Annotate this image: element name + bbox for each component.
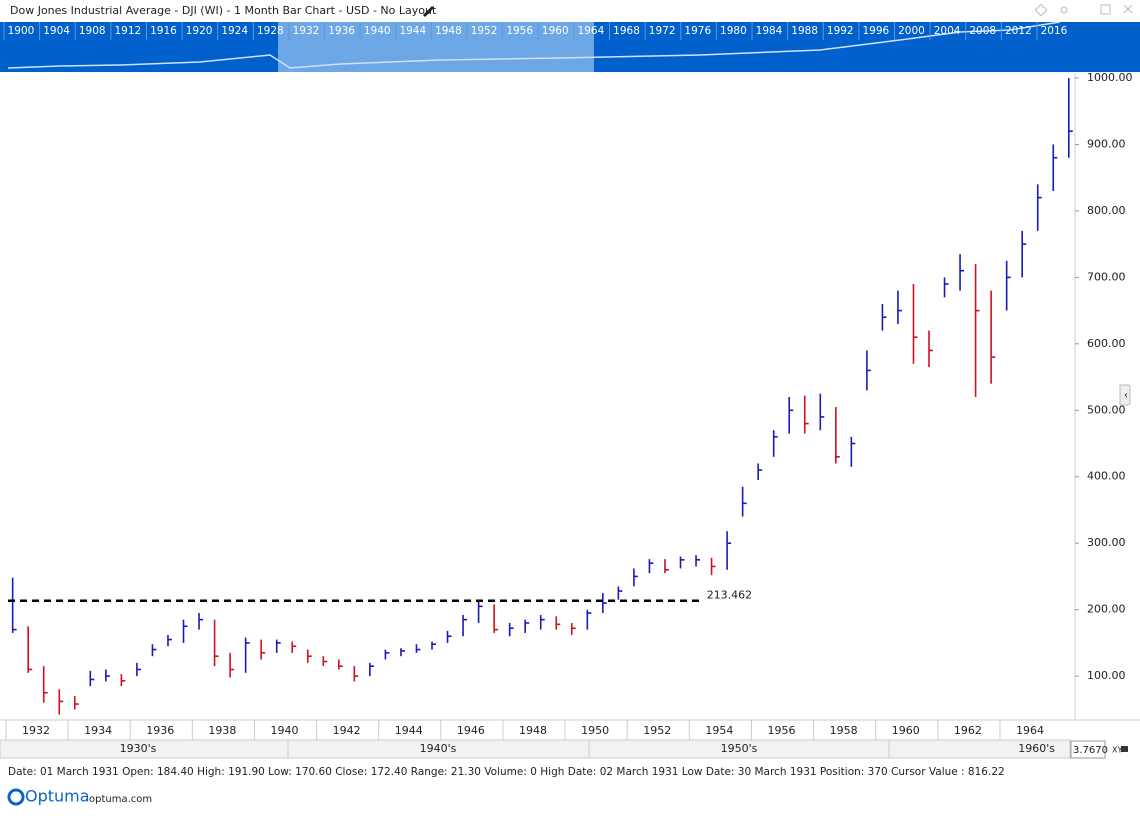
navigator-year: 1992 (827, 25, 854, 37)
logo[interactable]: Optuma (25, 787, 90, 806)
plot (11, 77, 1073, 715)
x-tick-label: 1962 (954, 724, 982, 737)
decade-separators (287, 740, 890, 758)
x-tick-label: 1946 (457, 724, 485, 737)
side-panel-toggle[interactable] (1119, 384, 1131, 406)
decade-label: 1960's (1018, 742, 1055, 755)
navigator-year: 1956 (506, 25, 533, 37)
navigator-year: 1972 (649, 25, 676, 37)
decade-label: 1950's (721, 742, 758, 755)
x-tick-label: 1956 (767, 724, 795, 737)
navigator-window[interactable] (278, 22, 594, 72)
scale-value: 3.7670 (1073, 745, 1108, 756)
logo-icon (7, 788, 25, 806)
navigator-year: 1936 (328, 25, 355, 37)
x-tick-label: 1942 (333, 724, 361, 737)
window-buttons[interactable] (1034, 3, 1133, 17)
navigator-year: 1904 (43, 25, 70, 37)
navigator-year: 1940 (364, 25, 391, 37)
navigator-year: 1932 (293, 25, 320, 37)
y-tick-label: 700.00 (1087, 270, 1126, 283)
navigator-year: 2016 (1041, 25, 1068, 37)
edit-icon[interactable] (423, 6, 434, 17)
navigator-year: 2008 (969, 25, 996, 37)
x-tick-label: 1948 (519, 724, 547, 737)
logo-url[interactable]: optuma.com (89, 794, 152, 805)
navigator-year: 2012 (1005, 25, 1032, 37)
x-tick-label: 1958 (830, 724, 858, 737)
navigator-year: 1988 (791, 25, 818, 37)
navigator-year: 1964 (578, 25, 605, 37)
decade-label: 1940's (420, 742, 457, 755)
x-tick-label: 1932 (22, 724, 50, 737)
x-tick-label: 1964 (1016, 724, 1044, 737)
y-tick-label: 600.00 (1087, 337, 1126, 350)
y-tick-label: 400.00 (1087, 470, 1126, 483)
y-tick-label: 300.00 (1087, 536, 1126, 549)
navigator-year: 1900 (8, 25, 35, 37)
navigator-line (7, 21, 1061, 69)
x-tick-label: 1936 (146, 724, 174, 737)
x-tick-label: 1952 (643, 724, 671, 737)
navigator-year: 1920 (186, 25, 213, 37)
navigator-year: 1980 (720, 25, 747, 37)
navigator-year: 1912 (114, 25, 141, 37)
navigator-year: 1952 (471, 25, 498, 37)
x-tick-label: 1940 (270, 724, 298, 737)
navigator-year: 1960 (542, 25, 569, 37)
y-tick-label: 200.00 (1087, 603, 1126, 616)
y-tick-label: 800.00 (1087, 204, 1126, 217)
x-tick-label: 1938 (208, 724, 236, 737)
scale-box[interactable] (1070, 740, 1106, 759)
level-label: 213.462 (707, 589, 753, 602)
x-tick-label: 1934 (84, 724, 112, 737)
navigator-year: 1908 (79, 25, 106, 37)
y-tick-label: 900.00 (1087, 137, 1126, 150)
lock-icon[interactable] (1121, 746, 1128, 752)
x-tick-label: 1960 (892, 724, 920, 737)
navigator-year: 1916 (150, 25, 177, 37)
xy-button[interactable]: XY (1112, 746, 1122, 755)
window-title: Dow Jones Industrial Average - DJI (WI) … (10, 4, 437, 17)
navigator-year: 1948 (435, 25, 462, 37)
navigator-year: 1996 (863, 25, 890, 37)
navigator-year: 1928 (257, 25, 284, 37)
x-tick-label: 1954 (705, 724, 733, 737)
navigator-year: 2000 (898, 25, 925, 37)
navigator-year: 1924 (221, 25, 248, 37)
decade-label: 1930's (120, 742, 157, 755)
y-tick-label: 1000.00 (1087, 71, 1133, 84)
navigator[interactable]: 1900 1904 1908 1912 1916 1920 1924 1928 1932 1936… (0, 21, 1140, 72)
navigator-year: 1984 (756, 25, 783, 37)
x-tick-label: 1944 (395, 724, 423, 737)
navigator-year: 1944 (399, 25, 426, 37)
navigator-year: 2004 (934, 25, 961, 37)
decade-row (0, 739, 1071, 759)
y-tick-label: 100.00 (1087, 669, 1126, 682)
x-tick-label: 1950 (581, 724, 609, 737)
navigator-year: 1968 (613, 25, 640, 37)
status-bar: Date: 01 March 1931 Open: 184.40 High: 1… (8, 766, 1005, 778)
y-tick-label: 500.00 (1087, 403, 1126, 416)
side-toggle-arrow[interactable]: ‹ (1124, 390, 1128, 401)
navigator-year: 1976 (684, 25, 711, 37)
